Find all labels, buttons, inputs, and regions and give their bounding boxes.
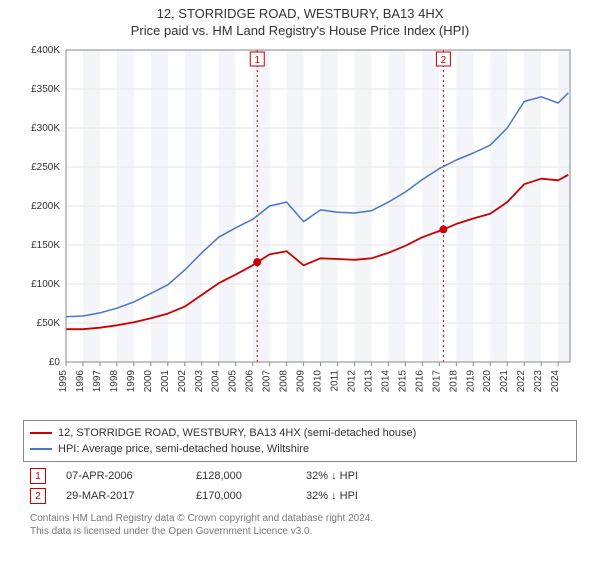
legend-label: HPI: Average price, semi-detached house,… xyxy=(58,443,309,455)
svg-text:2021: 2021 xyxy=(499,370,510,393)
transaction-delta: 32% ↓ HPI xyxy=(306,470,416,482)
svg-text:£400K: £400K xyxy=(31,45,60,56)
transaction-date: 29-MAR-2017 xyxy=(66,490,176,502)
svg-text:2003: 2003 xyxy=(194,370,205,393)
transaction-delta: 32% ↓ HPI xyxy=(306,490,416,502)
svg-text:2012: 2012 xyxy=(346,370,357,393)
svg-text:2001: 2001 xyxy=(160,370,171,393)
legend-label: 12, STORRIDGE ROAD, WESTBURY, BA13 4HX (… xyxy=(58,427,416,439)
transaction-date: 07-APR-2006 xyxy=(66,470,176,482)
transaction-table: 1 07-APR-2006 £128,000 32% ↓ HPI 2 29-MA… xyxy=(30,466,570,506)
svg-text:2014: 2014 xyxy=(380,370,391,393)
svg-text:2019: 2019 xyxy=(465,370,476,393)
transaction-row: 1 07-APR-2006 £128,000 32% ↓ HPI xyxy=(30,466,570,486)
svg-text:2024: 2024 xyxy=(550,370,561,393)
svg-text:2008: 2008 xyxy=(279,370,290,393)
chart-title: 12, STORRIDGE ROAD, WESTBURY, BA13 4HX xyxy=(0,6,600,21)
svg-text:1999: 1999 xyxy=(126,370,137,393)
legend-row: HPI: Average price, semi-detached house,… xyxy=(30,441,570,457)
svg-text:1997: 1997 xyxy=(92,370,103,393)
svg-text:2020: 2020 xyxy=(482,370,493,393)
svg-text:2017: 2017 xyxy=(431,370,442,393)
svg-text:£0: £0 xyxy=(49,357,61,368)
svg-text:1: 1 xyxy=(254,55,260,66)
svg-text:2023: 2023 xyxy=(533,370,544,393)
svg-text:2000: 2000 xyxy=(143,370,154,393)
footer-line: This data is licensed under the Open Gov… xyxy=(30,525,570,538)
transaction-marker-icon: 2 xyxy=(30,488,46,504)
footer-line: Contains HM Land Registry data © Crown c… xyxy=(30,512,570,525)
svg-text:£100K: £100K xyxy=(31,279,60,290)
svg-text:2013: 2013 xyxy=(363,370,374,393)
chart-legend: 12, STORRIDGE ROAD, WESTBURY, BA13 4HX (… xyxy=(23,420,577,462)
svg-text:2022: 2022 xyxy=(516,370,527,393)
svg-text:2015: 2015 xyxy=(397,370,408,393)
svg-text:£300K: £300K xyxy=(31,123,60,134)
svg-text:2004: 2004 xyxy=(211,370,222,393)
svg-text:£50K: £50K xyxy=(37,318,61,329)
legend-swatch-property xyxy=(30,432,52,434)
svg-text:1996: 1996 xyxy=(75,370,86,393)
svg-text:£250K: £250K xyxy=(31,162,60,173)
svg-text:2002: 2002 xyxy=(177,370,188,393)
price-chart: £0 £50K £100K £150K £200K £250K £300K £350K £400… xyxy=(20,44,580,414)
svg-text:2005: 2005 xyxy=(228,370,239,393)
svg-text:2018: 2018 xyxy=(448,370,459,393)
svg-text:2011: 2011 xyxy=(330,370,341,392)
transaction-marker-icon: 1 xyxy=(30,468,46,484)
svg-text:2016: 2016 xyxy=(414,370,425,393)
legend-swatch-hpi xyxy=(30,448,52,450)
svg-text:£350K: £350K xyxy=(31,84,60,95)
svg-text:2009: 2009 xyxy=(296,370,307,393)
svg-text:2010: 2010 xyxy=(313,370,324,393)
chart-subtitle: Price paid vs. HM Land Registry's House … xyxy=(0,23,600,38)
svg-text:£150K: £150K xyxy=(31,240,60,251)
legend-row: 12, STORRIDGE ROAD, WESTBURY, BA13 4HX (… xyxy=(30,425,570,441)
svg-text:2006: 2006 xyxy=(245,370,256,393)
transaction-row: 2 29-MAR-2017 £170,000 32% ↓ HPI xyxy=(30,486,570,506)
svg-text:1995: 1995 xyxy=(58,370,69,393)
svg-text:2: 2 xyxy=(441,55,447,66)
svg-text:£200K: £200K xyxy=(31,201,60,212)
svg-text:1998: 1998 xyxy=(109,370,120,393)
svg-text:2007: 2007 xyxy=(262,370,273,393)
attribution-footer: Contains HM Land Registry data © Crown c… xyxy=(30,512,570,538)
transaction-price: £128,000 xyxy=(196,470,286,482)
transaction-price: £170,000 xyxy=(196,490,286,502)
